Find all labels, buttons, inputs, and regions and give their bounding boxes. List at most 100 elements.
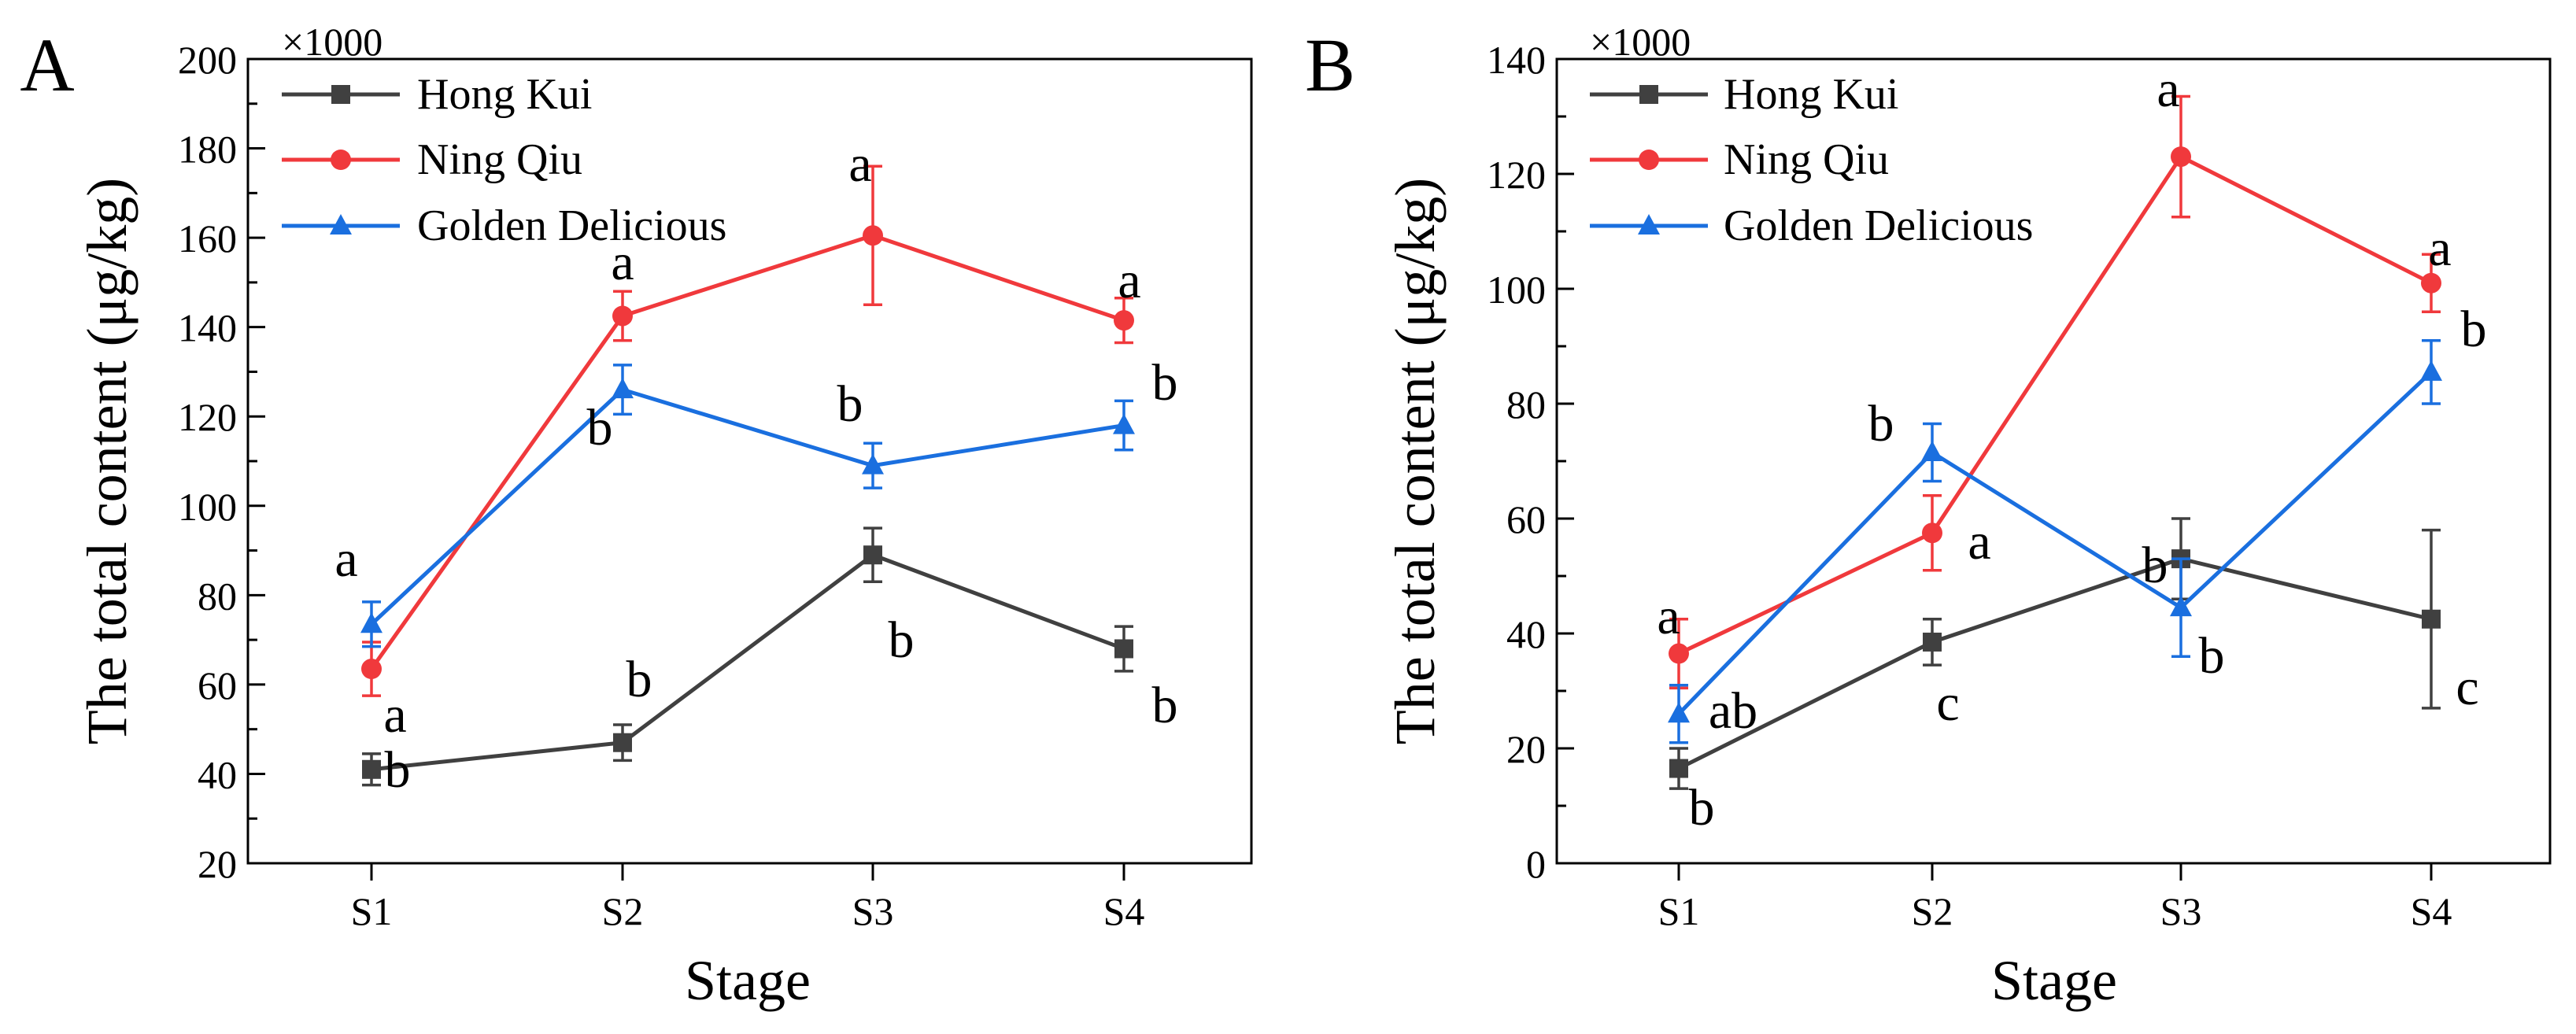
y-tick-label: 0 <box>1526 842 1546 886</box>
significance-letter: b <box>1868 395 1894 452</box>
legend-label: Ning Qiu <box>417 135 582 184</box>
significance-letter: a <box>2428 220 2451 277</box>
data-point <box>1669 643 1689 664</box>
data-point <box>362 759 381 779</box>
series-ning-qiu: a a a a <box>361 135 1141 744</box>
legend-entry: Ning Qiu <box>282 135 582 184</box>
y-tick-label: 80 <box>1506 382 1546 427</box>
legend-label: Hong Kui <box>417 70 592 119</box>
legend-label: Golden Delicious <box>417 201 726 250</box>
y-tick-label: 100 <box>1487 268 1546 312</box>
data-point <box>1668 702 1690 723</box>
significance-letter: b <box>1689 779 1715 836</box>
y-tick-label: 80 <box>198 574 237 618</box>
y-tick-label: 20 <box>198 842 237 886</box>
panel-label: B <box>1305 23 1355 107</box>
significance-letter: a <box>2157 61 2179 118</box>
data-point <box>2420 360 2442 381</box>
data-point <box>1114 639 1133 659</box>
data-point <box>612 305 633 327</box>
legend-entry: Hong Kui <box>1590 70 1898 119</box>
data-point <box>1922 523 1942 544</box>
data-point <box>2170 596 2192 617</box>
significance-letter: a <box>848 135 871 193</box>
significance-letter: c <box>1936 674 1959 732</box>
data-point <box>1921 441 1943 462</box>
data-point <box>1113 413 1135 434</box>
data-point <box>2422 609 2441 629</box>
legend-label: Ning Qiu <box>1724 135 1889 184</box>
data-point <box>1923 632 1942 652</box>
data-point <box>1669 759 1688 778</box>
series-hong-kui: b b b b <box>362 526 1178 799</box>
data-point <box>862 453 884 475</box>
panel-label: A <box>20 23 74 107</box>
legend-marker <box>1639 150 1659 170</box>
significance-letter: b <box>1152 677 1178 734</box>
significance-letter: a <box>1657 588 1680 645</box>
y-tick-label: 40 <box>198 752 237 796</box>
x-axis-label: Stage <box>685 949 811 1012</box>
significance-letter: b <box>837 375 863 433</box>
legend-marker <box>331 85 350 104</box>
significance-letter: a <box>383 686 406 744</box>
significance-letter: a <box>611 234 634 291</box>
panel-b: 0 20 40 60 80 100 120 140 S1 S2 S3 S4 Stage The total… <box>1305 20 2552 1012</box>
x-tick-label: S1 <box>351 889 393 933</box>
significance-letter: b <box>2461 301 2487 358</box>
y-tick-label: 180 <box>178 127 237 172</box>
x-tick-label: S3 <box>852 889 894 933</box>
significance-letter: ab <box>1709 682 1757 740</box>
y-tick-label: 140 <box>178 306 237 350</box>
data-point <box>612 378 634 399</box>
plot-frame <box>1555 57 2552 865</box>
y-tick-label: 200 <box>178 38 237 82</box>
data-point <box>863 545 882 565</box>
x-axis-label: Stage <box>1991 949 2117 1012</box>
series-line <box>1677 153 2433 655</box>
legend-label: Golden Delicious <box>1724 201 2033 250</box>
significance-letter: a <box>334 530 357 588</box>
y-tick-label: 40 <box>1506 612 1546 656</box>
x-tick-label: S4 <box>2411 889 2452 933</box>
y-tick-label: 160 <box>178 216 237 260</box>
y-tick-label: 120 <box>1487 153 1546 197</box>
data-point <box>863 225 883 246</box>
legend-marker <box>330 214 352 234</box>
y-axis-label: The total content (μg/kg) <box>1384 178 1447 744</box>
y-tick-label: 100 <box>178 485 237 529</box>
scale-label: ×1000 <box>282 20 383 64</box>
y-tick-label: 20 <box>1506 727 1546 771</box>
significance-letter: c <box>2456 659 2478 716</box>
significance-letter: b <box>587 399 613 456</box>
legend-marker <box>1638 214 1660 234</box>
x-tick-label: S3 <box>2160 889 2202 933</box>
y-tick-label: 60 <box>198 663 237 707</box>
y-tick-label: 120 <box>178 395 237 439</box>
y-tick-label: 140 <box>1487 38 1546 82</box>
y-axis-label: The total content (μg/kg) <box>76 178 139 744</box>
legend-entry: Golden Delicious <box>282 201 726 250</box>
significance-letter: a <box>1968 513 1990 571</box>
significance-letter: b <box>626 651 652 708</box>
y-tick-label: 60 <box>1506 497 1546 541</box>
significance-letter: a <box>1118 252 1140 309</box>
series-line <box>369 233 1125 670</box>
series-line <box>370 387 1125 626</box>
significance-letter: b <box>385 741 411 799</box>
series-line <box>1677 371 2433 715</box>
x-tick-label: S4 <box>1103 889 1145 933</box>
data-point <box>1114 310 1134 331</box>
legend-label: Hong Kui <box>1724 70 1898 119</box>
data-point <box>361 659 382 680</box>
x-tick-label: S1 <box>1658 889 1700 933</box>
data-point <box>2421 272 2441 294</box>
legend-marker <box>331 150 351 170</box>
x-tick-label: S2 <box>1912 889 1953 933</box>
data-point <box>2171 146 2191 168</box>
series-golden-delicious: a b b b <box>334 354 1178 648</box>
series-ning-qiu: a b a a <box>1657 61 2452 690</box>
scale-label: ×1000 <box>1590 20 1691 64</box>
